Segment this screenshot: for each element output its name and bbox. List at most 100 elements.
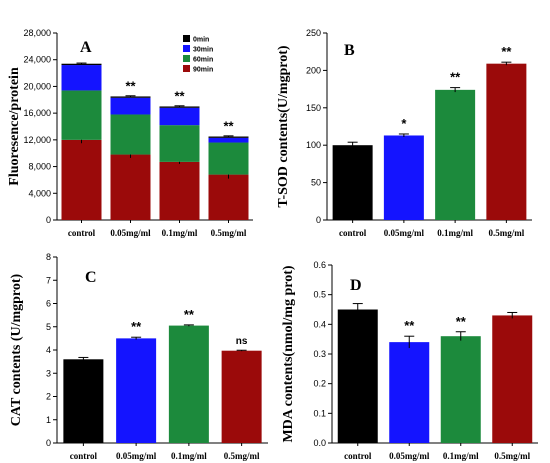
y-tick-label: 0.5 [313,290,326,300]
bar-30min [61,65,102,91]
bar-60min [61,90,102,140]
x-tick-label: 0.1mg/ml [162,228,198,238]
bar [168,325,209,443]
y-axis-label: CAT contents (U/mgprot) [9,273,24,426]
y-tick-label: 28,000 [23,28,51,38]
legend-swatch [183,65,190,72]
bar [332,145,373,220]
x-tick-label: 0.1mg/ml [443,451,479,461]
x-tick-label: control [68,228,96,238]
significance-label: * [401,116,407,131]
y-tick-label: 7 [46,275,51,285]
bar-30min [159,107,200,126]
x-tick-label: 0.5mg/ml [489,228,525,238]
bar-90min [159,161,200,220]
x-tick-label: 0.5mg/ml [494,451,530,461]
y-tick-label: 200 [306,65,321,75]
y-tick-label: 0 [46,438,51,448]
bar-60min [208,142,249,175]
y-tick-label: 2 [46,392,51,402]
bar [440,336,481,443]
y-tick-label: 50 [311,178,321,188]
legend-entry: 90min [193,67,213,74]
significance-label: ** [125,78,136,93]
y-tick-label: 8,000 [28,162,51,172]
y-axis-label: T-SOD contents(U/mgprot) [276,45,291,208]
y-tick-label: 24,000 [23,55,51,65]
x-tick-label: control [344,451,372,461]
y-axis-label: MDA contents(nmol/mg prot) [281,265,296,442]
y-tick-label: 6 [46,299,51,309]
y-tick-label: 4 [46,345,51,355]
panel-c: 0 1 2 3 4 5 6 7 8 control 0.05mg/ml 0.1mg/ml 0.5mg/m… [9,252,268,461]
bar [383,135,424,220]
x-tick-label: 0.1mg/ml [437,228,473,238]
panel-label: C [85,269,97,286]
legend-swatch [183,45,190,52]
significance-label: ** [131,319,142,334]
y-tick-label: 150 [306,103,321,113]
bar-90min [61,139,102,220]
significance-label: ** [184,307,195,322]
panel-label: B [344,42,355,59]
panel-label: A [80,39,92,56]
legend-entry: 0min [193,37,209,44]
bar [389,342,430,443]
bar-60min [110,114,151,155]
x-tick-label: 0.05mg/ml [110,228,151,238]
significance-label: ** [456,314,467,329]
bar [435,89,476,221]
bar [486,63,527,220]
y-tick-label: 0.6 [313,260,326,270]
x-tick-label: 0.1mg/ml [171,451,207,461]
y-tick-label: 5 [46,322,51,332]
legend-entry: 30min [193,47,213,54]
bar-90min [110,154,151,220]
significance-label: ** [501,44,512,59]
panel-a: 0 4,000 8,000 12,000 16,000 20,000 24,000 28,00… [7,28,253,238]
y-tick-label: 0 [46,215,51,225]
y-tick-label: 100 [306,140,321,150]
bar [116,338,157,443]
x-tick-label: 0.05mg/ml [384,228,425,238]
bar [337,309,378,443]
y-tick-label: 12,000 [23,135,51,145]
bar-90min [208,174,249,220]
bar-30min [110,97,151,115]
significance-label: ns [236,336,248,347]
y-tick-label: 0.2 [313,379,326,389]
bar [492,315,533,443]
y-tick-label: 3 [46,368,51,378]
x-tick-label: control [339,228,367,238]
significance-label: ** [404,318,415,333]
y-tick-label: 16,000 [23,108,51,118]
bar-30min [208,137,249,143]
y-axis-label: Fluoresence/protein [7,67,22,186]
y-tick-label: 0.0 [313,438,326,448]
y-tick-label: 0.1 [313,408,326,418]
y-tick-label: 0 [316,215,321,225]
significance-label: ** [174,88,185,103]
legend-swatch [183,55,190,62]
y-tick-label: 0.4 [313,319,326,329]
x-tick-label: 0.5mg/ml [224,451,260,461]
y-tick-label: 0.3 [313,349,326,359]
bar [221,350,262,443]
x-tick-label: 0.5mg/ml [211,228,247,238]
bar-60min [159,125,200,162]
significance-label: ** [450,70,461,85]
y-tick-label: 8 [46,252,51,262]
legend-swatch [183,35,190,42]
x-tick-label: 0.05mg/ml [389,451,430,461]
x-tick-label: control [70,451,98,461]
bar [63,359,104,443]
y-tick-label: 20,000 [23,81,51,91]
y-tick-label: 1 [46,415,51,425]
panel-b: 0 50 100 150 200 250 control 0.05mg/ml 0.1mg/ml 0… [276,28,532,238]
panel-d: 0.0 0.1 0.2 0.3 0.4 0.5 0.6 control 0.05mg/ml 0.1… [281,260,538,461]
significance-label: ** [223,119,234,134]
x-tick-label: 0.05mg/ml [116,451,157,461]
panel-label: D [350,277,362,294]
y-tick-label: 4,000 [28,188,51,198]
